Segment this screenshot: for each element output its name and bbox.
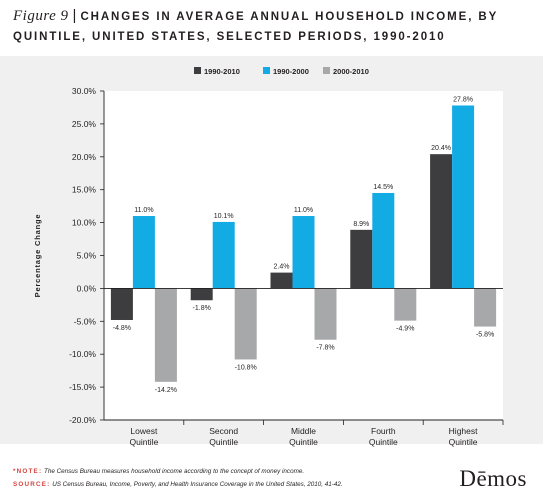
- title-text-1: CHANGES IN AVERAGE ANNUAL HOUSEHOLD INCO…: [80, 11, 499, 23]
- y-tick-label: 10.0%: [72, 218, 97, 228]
- bar: [190, 288, 213, 301]
- data-label: -5.8%: [476, 332, 494, 339]
- data-label: 20.4%: [431, 145, 451, 152]
- y-tick-label: 0.0%: [77, 283, 97, 293]
- y-tick-label: 25.0%: [72, 119, 97, 129]
- data-label: -4.8%: [113, 325, 131, 332]
- x-tick-label: Quintile: [449, 437, 478, 447]
- legend-label: 1990-2010: [204, 67, 240, 76]
- footnotes: *NOTE: The Census Bureau measures househ…: [13, 465, 343, 491]
- y-tick-label: 5.0%: [77, 251, 97, 261]
- y-axis-title: Percentage Change: [33, 214, 42, 298]
- bar: [474, 288, 497, 327]
- bar: [212, 221, 235, 289]
- figure-title: Figure 9 | CHANGES IN AVERAGE ANNUAL HOUSE…: [13, 6, 538, 47]
- bar: [110, 288, 133, 320]
- data-label: 2.4%: [274, 264, 290, 271]
- data-label: 27.8%: [453, 96, 473, 103]
- title-separator: |: [72, 7, 77, 24]
- bar: [452, 105, 475, 289]
- x-tick-label: Lowest: [130, 426, 158, 436]
- legend-label: 2000-2010: [333, 67, 369, 76]
- x-tick-label: Highest: [449, 426, 478, 436]
- demos-logo: Dēmos: [459, 466, 527, 491]
- data-label: -10.8%: [235, 364, 257, 371]
- data-label: -7.8%: [316, 345, 334, 352]
- data-label: 11.0%: [134, 207, 153, 214]
- bar: [394, 288, 417, 321]
- x-tick-label: Quintile: [289, 437, 318, 447]
- y-tick-label: -20.0%: [69, 415, 96, 425]
- bar: [154, 288, 177, 382]
- bar: [430, 154, 453, 289]
- data-label: 8.9%: [353, 221, 369, 228]
- source-text: US Census Bureau, Income, Poverty, and H…: [52, 481, 343, 488]
- bar: [314, 288, 337, 340]
- source-label: SOURCE:: [13, 481, 51, 488]
- data-label: 14.5%: [373, 184, 393, 191]
- x-tick-label: Quintile: [209, 437, 238, 447]
- x-tick-label: Quintile: [129, 437, 158, 447]
- bar: [372, 192, 395, 289]
- legend-swatch: [194, 67, 201, 74]
- bar: [234, 288, 257, 360]
- note-line: *NOTE: The Census Bureau measures househ…: [13, 465, 343, 478]
- data-label: -4.9%: [396, 326, 414, 333]
- source-line: SOURCE: US Census Bureau, Income, Povert…: [13, 478, 343, 491]
- x-tick-label: Quintile: [369, 437, 398, 447]
- note-label: *NOTE:: [13, 468, 43, 475]
- y-tick-label: -15.0%: [69, 382, 96, 392]
- x-tick-label: Fourth: [371, 426, 396, 436]
- note-text: The Census Bureau measures household inc…: [44, 468, 305, 475]
- y-tick-label: 20.0%: [72, 152, 97, 162]
- x-tick-label: Second: [209, 426, 238, 436]
- data-label: -14.2%: [155, 387, 177, 394]
- figure-label: Figure 9: [13, 8, 69, 24]
- title-line-2: QUINTILE, UNITED STATES, SELECTED PERIOD…: [13, 31, 446, 43]
- y-tick-label: 30.0%: [72, 86, 97, 96]
- x-tick-label: Middle: [291, 426, 316, 436]
- data-label: -1.8%: [193, 305, 211, 312]
- legend-swatch: [323, 67, 330, 74]
- title-line-1: Figure 9 | CHANGES IN AVERAGE ANNUAL HOUSE…: [13, 6, 538, 27]
- y-tick-label: -10.0%: [69, 349, 96, 359]
- bar: [132, 216, 155, 289]
- y-tick-label: 15.0%: [72, 185, 97, 195]
- y-tick-label: -5.0%: [74, 316, 97, 326]
- bar: [350, 229, 373, 289]
- data-label: 10.1%: [214, 213, 234, 220]
- legend-label: 1990-2000: [273, 67, 309, 76]
- bar: [270, 272, 293, 289]
- legend-swatch: [263, 67, 270, 74]
- bar: [292, 216, 315, 289]
- data-label: 11.0%: [294, 207, 313, 214]
